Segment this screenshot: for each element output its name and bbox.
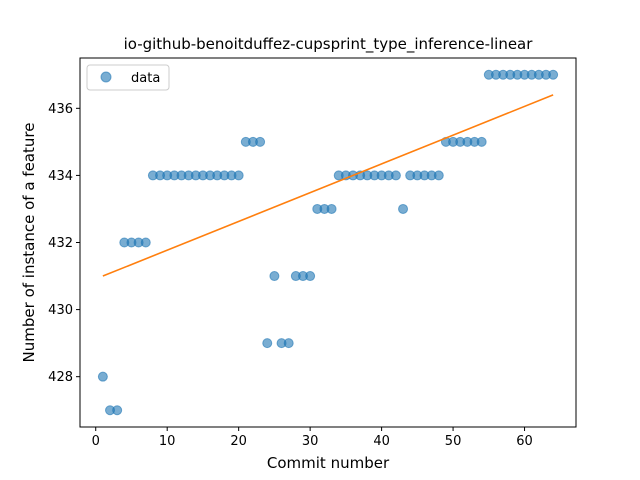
x-tick-label: 30 (302, 434, 319, 449)
y-tick-label: 428 (48, 370, 73, 385)
data-point (284, 339, 293, 348)
legend: data (87, 65, 169, 90)
data-point (270, 272, 279, 281)
data-point (391, 171, 400, 180)
data-point (399, 204, 408, 213)
x-tick-label: 0 (92, 434, 100, 449)
y-tick-label: 434 (48, 169, 73, 184)
legend-marker (101, 72, 111, 82)
data-point (256, 137, 265, 146)
data-point (113, 406, 122, 415)
x-tick-label: 40 (373, 434, 390, 449)
y-tick-label: 430 (48, 303, 73, 318)
x-tick-label: 10 (159, 434, 176, 449)
data-point (434, 171, 443, 180)
data-point (306, 272, 315, 281)
x-tick-label: 20 (230, 434, 247, 449)
y-tick-label: 436 (48, 102, 73, 117)
y-axis-label: Number of instance of a feature (20, 123, 38, 363)
x-tick-label: 50 (445, 434, 462, 449)
data-point (141, 238, 150, 247)
data-point (327, 204, 336, 213)
data-point (98, 372, 107, 381)
x-axis-label: Commit number (267, 454, 390, 472)
data-point (549, 70, 558, 79)
data-point (477, 137, 486, 146)
x-tick-label: 60 (516, 434, 533, 449)
chart-title: io-github-benoitduffez-cupsprint_type_in… (124, 35, 534, 54)
legend-label: data (131, 71, 160, 86)
data-point (234, 171, 243, 180)
data-point (263, 339, 272, 348)
y-tick-label: 432 (48, 236, 73, 251)
